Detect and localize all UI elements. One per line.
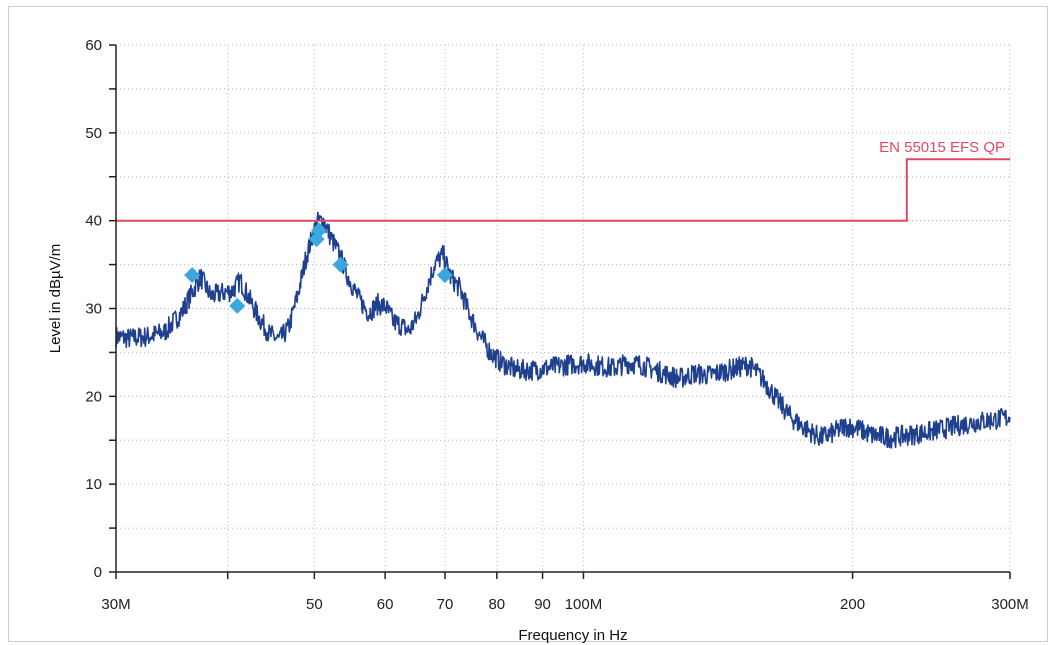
limit-line-label: EN 55015 EFS QP xyxy=(879,139,1005,156)
x-tick-label: 80 xyxy=(488,596,505,613)
x-tick-label: 300M xyxy=(991,596,1029,613)
measurement-trace xyxy=(115,211,1011,449)
y-tick-label: 10 xyxy=(85,476,102,493)
y-tick-label: 0 xyxy=(94,564,102,581)
tick-layer: 0 10 20 30 40 50 60 30M 50 60 70 80 90 100M 200 300M xyxy=(85,37,1028,613)
x-tick-label: 50 xyxy=(306,596,323,613)
grid xyxy=(116,44,1011,572)
marker-layer xyxy=(184,222,453,314)
x-tick-label: 70 xyxy=(437,596,454,613)
x-axis-title: Frequency in Hz xyxy=(518,627,627,644)
qp-marker xyxy=(184,267,201,284)
qp-marker xyxy=(436,267,453,284)
y-tick-label: 60 xyxy=(85,37,102,54)
axes xyxy=(115,45,1010,573)
y-tick-label: 20 xyxy=(85,388,102,405)
y-tick-label: 30 xyxy=(85,301,102,318)
y-axis-title: Level in dBµV/m xyxy=(47,244,64,354)
x-tick-label: 30M xyxy=(101,596,130,613)
y-tick-label: 50 xyxy=(85,125,102,142)
chart-frame xyxy=(8,6,1048,642)
x-tick-label: 100M xyxy=(565,596,603,613)
y-tick-label: 40 xyxy=(85,213,102,230)
series-layer xyxy=(115,158,1011,449)
qp-marker xyxy=(229,297,246,314)
x-tick-label: 200 xyxy=(840,596,865,613)
x-tick-label: 60 xyxy=(377,596,394,613)
qp-marker xyxy=(310,222,327,239)
qp-marker xyxy=(332,256,349,273)
x-tick-label: 90 xyxy=(534,596,551,613)
limit-line-en55015 xyxy=(116,158,1010,222)
